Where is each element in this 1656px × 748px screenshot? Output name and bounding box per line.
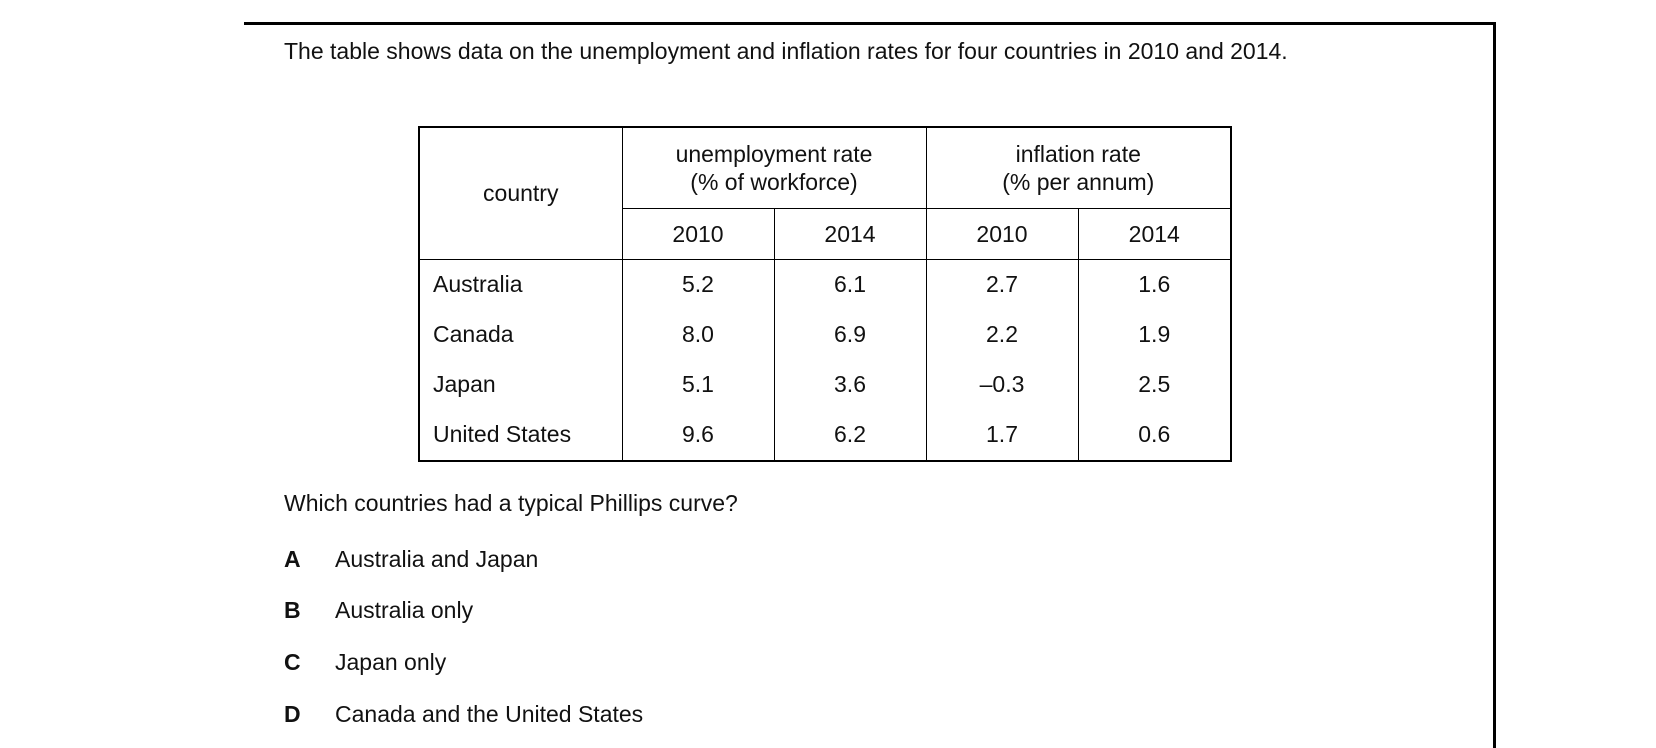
country-cell: United States (418, 409, 623, 461)
frame-border (244, 22, 1496, 25)
option-letter: C (284, 649, 301, 675)
header-cell: unemployment rate (% of workforce) (621, 126, 927, 209)
option-letter: A (284, 546, 301, 572)
year-header: 2014 (1077, 207, 1232, 260)
option-letter: B (284, 597, 301, 623)
value-cell: 2.7 (925, 259, 1079, 310)
question: Which countries had a typical Phillips c… (284, 490, 738, 516)
value-cell: 5.1 (621, 359, 775, 410)
option-text: Canada and the United States (335, 701, 644, 727)
value-cell: 5.2 (621, 259, 775, 310)
value-cell: 2.5 (1077, 359, 1232, 410)
country-cell: Australia (418, 259, 623, 310)
value-cell: 2.2 (925, 309, 1079, 360)
value-cell: 1.6 (1077, 259, 1232, 310)
year-header: 2010 (621, 207, 775, 260)
table-row: Australia 5.2 6.1 2.7 1.6 (418, 259, 1232, 310)
value-cell: 0.6 (1077, 409, 1232, 461)
value-cell: 6.2 (773, 409, 927, 461)
table-row: Japan 5.1 3.6 –0.3 2.5 (418, 359, 1232, 410)
data-table: country unemployment rate (% of workforc… (418, 126, 1233, 462)
value-cell: 9.6 (621, 409, 775, 461)
value-cell: 8.0 (621, 309, 775, 360)
value-cell: 6.9 (773, 309, 927, 360)
country-cell: Japan (418, 359, 623, 410)
header-cell: country (418, 126, 623, 260)
option-text: Australia and Japan (335, 546, 539, 572)
option-letter: D (284, 701, 301, 727)
frame-border (1493, 22, 1496, 748)
header-cell: inflation rate (% per annum) (925, 126, 1232, 209)
value-cell: –0.3 (925, 359, 1079, 410)
value-cell: 6.1 (773, 259, 927, 310)
year-header: 2010 (925, 207, 1079, 260)
table-row: Canada 8.0 6.9 2.2 1.9 (418, 309, 1232, 360)
option-text: Australia only (335, 597, 474, 623)
country-cell: Canada (418, 309, 623, 360)
option-text: Japan only (335, 649, 447, 675)
intro-text: The table shows data on the unemployment… (284, 38, 1288, 64)
value-cell: 3.6 (773, 359, 927, 410)
value-cell: 1.9 (1077, 309, 1232, 360)
table-row: United States 9.6 6.2 1.7 0.6 (418, 409, 1232, 461)
year-header: 2014 (773, 207, 927, 260)
value-cell: 1.7 (925, 409, 1079, 461)
